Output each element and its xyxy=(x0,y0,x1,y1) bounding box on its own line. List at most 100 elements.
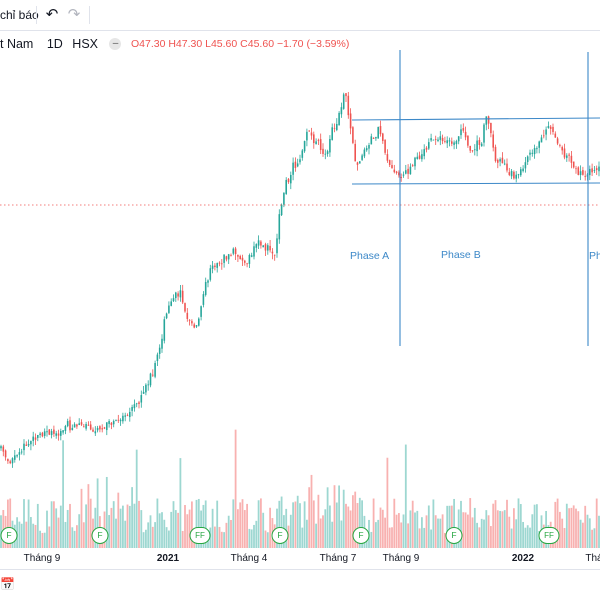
volume-bar xyxy=(319,518,322,548)
volume-bar xyxy=(508,516,511,548)
volume-bar xyxy=(531,514,534,548)
candle-body xyxy=(361,155,363,160)
volume-bar xyxy=(485,510,488,548)
phase-c-label[interactable]: Ph xyxy=(589,250,600,262)
candle-body xyxy=(499,159,501,162)
volume-bar xyxy=(174,510,177,548)
redo-icon[interactable]: ↷ xyxy=(67,6,81,23)
candle-body xyxy=(460,129,462,136)
candle-body xyxy=(64,426,67,431)
candle-body xyxy=(60,430,62,436)
candle-body xyxy=(455,141,458,145)
candle-body xyxy=(193,324,195,328)
volume-bar xyxy=(43,532,46,548)
volume-bar xyxy=(568,508,570,548)
candle-body xyxy=(200,306,202,317)
volume-bar xyxy=(149,515,152,548)
volume-bar xyxy=(64,521,67,548)
financial-event-marker[interactable]: F xyxy=(91,527,109,544)
candle-body xyxy=(388,160,391,165)
candle-body xyxy=(593,170,596,171)
candle-body xyxy=(117,419,120,421)
volume-bar xyxy=(243,510,246,548)
volume-bar xyxy=(480,518,483,548)
volume-bar xyxy=(119,508,122,548)
phase-a-label[interactable]: Phase A xyxy=(350,250,390,262)
financial-event-marker[interactable]: F xyxy=(271,527,289,544)
phase-b-label[interactable]: Phase B xyxy=(441,249,481,261)
volume-bar xyxy=(191,501,193,548)
candle-body xyxy=(501,157,504,164)
collapse-icon[interactable]: – xyxy=(109,37,122,50)
candle-body xyxy=(37,435,39,438)
volume-bar xyxy=(556,498,559,548)
volume-bar xyxy=(214,526,216,548)
financial-event-marker[interactable]: F xyxy=(0,527,18,544)
volume-bar xyxy=(536,504,538,548)
volume-bar xyxy=(494,500,497,548)
candle-body xyxy=(494,146,497,162)
volume-bar xyxy=(133,503,136,548)
candle-body xyxy=(237,254,239,257)
candle-body xyxy=(352,127,354,143)
undo-icon[interactable]: ↶ xyxy=(45,6,59,23)
candle-body xyxy=(273,254,276,256)
volume-bar xyxy=(372,498,375,548)
candle-body xyxy=(78,423,80,425)
candle-body xyxy=(538,141,540,148)
candle-body xyxy=(520,169,522,176)
candle-body xyxy=(407,168,409,174)
candle-body xyxy=(186,312,189,319)
financial-event-marker[interactable]: F xyxy=(352,527,370,544)
price-chart[interactable] xyxy=(0,0,600,569)
volume-bar xyxy=(333,485,336,548)
volume-bar xyxy=(473,507,476,548)
volume-bar xyxy=(572,505,575,548)
candle-body xyxy=(579,171,582,176)
volume-bar xyxy=(375,522,377,548)
candle-body xyxy=(453,142,455,145)
candle-body xyxy=(469,145,471,151)
volume-bar xyxy=(464,512,467,548)
candle-body xyxy=(145,384,147,393)
candle-body xyxy=(135,403,138,405)
candle-body xyxy=(99,426,101,430)
volume-bar xyxy=(354,491,357,548)
candle-body xyxy=(181,290,184,303)
financial-event-marker[interactable]: F xyxy=(445,527,463,544)
candle-body xyxy=(221,263,223,265)
candle-body xyxy=(39,433,41,435)
exchange-label[interactable]: HSX xyxy=(72,36,98,51)
indicators-button[interactable]: chỉ báo xyxy=(0,8,39,22)
volume-bar xyxy=(340,520,343,548)
financial-event-marker[interactable]: FF xyxy=(538,527,560,544)
volume-bar xyxy=(301,527,304,548)
candle-body xyxy=(129,411,131,418)
candle-body xyxy=(310,132,313,136)
candle-body xyxy=(283,192,285,205)
volume-bar xyxy=(124,520,127,548)
candle-body xyxy=(142,391,145,394)
volume-bar xyxy=(437,518,439,548)
candle-body xyxy=(405,170,407,174)
candle-body xyxy=(177,293,179,297)
candle-body xyxy=(365,148,368,151)
candle-body xyxy=(147,384,149,386)
calendar-icon[interactable]: 📅 xyxy=(0,577,15,591)
candle-body xyxy=(195,325,198,327)
financial-event-marker[interactable]: FF xyxy=(189,527,211,544)
timeframe-label[interactable]: 1D xyxy=(46,36,63,51)
volume-bar xyxy=(329,505,331,548)
symbol-name[interactable]: t Nam xyxy=(0,36,34,51)
low-value: L45.60 xyxy=(205,37,238,50)
candle-body xyxy=(16,455,18,457)
volume-bar xyxy=(342,489,345,548)
candle-body xyxy=(25,444,28,446)
candle-body xyxy=(71,427,74,431)
volume-bar xyxy=(345,503,347,548)
candle-body xyxy=(122,415,124,422)
candle-body xyxy=(211,265,214,269)
volume-bar xyxy=(108,515,110,548)
volume-bar xyxy=(165,527,168,548)
candle-body xyxy=(322,148,324,154)
